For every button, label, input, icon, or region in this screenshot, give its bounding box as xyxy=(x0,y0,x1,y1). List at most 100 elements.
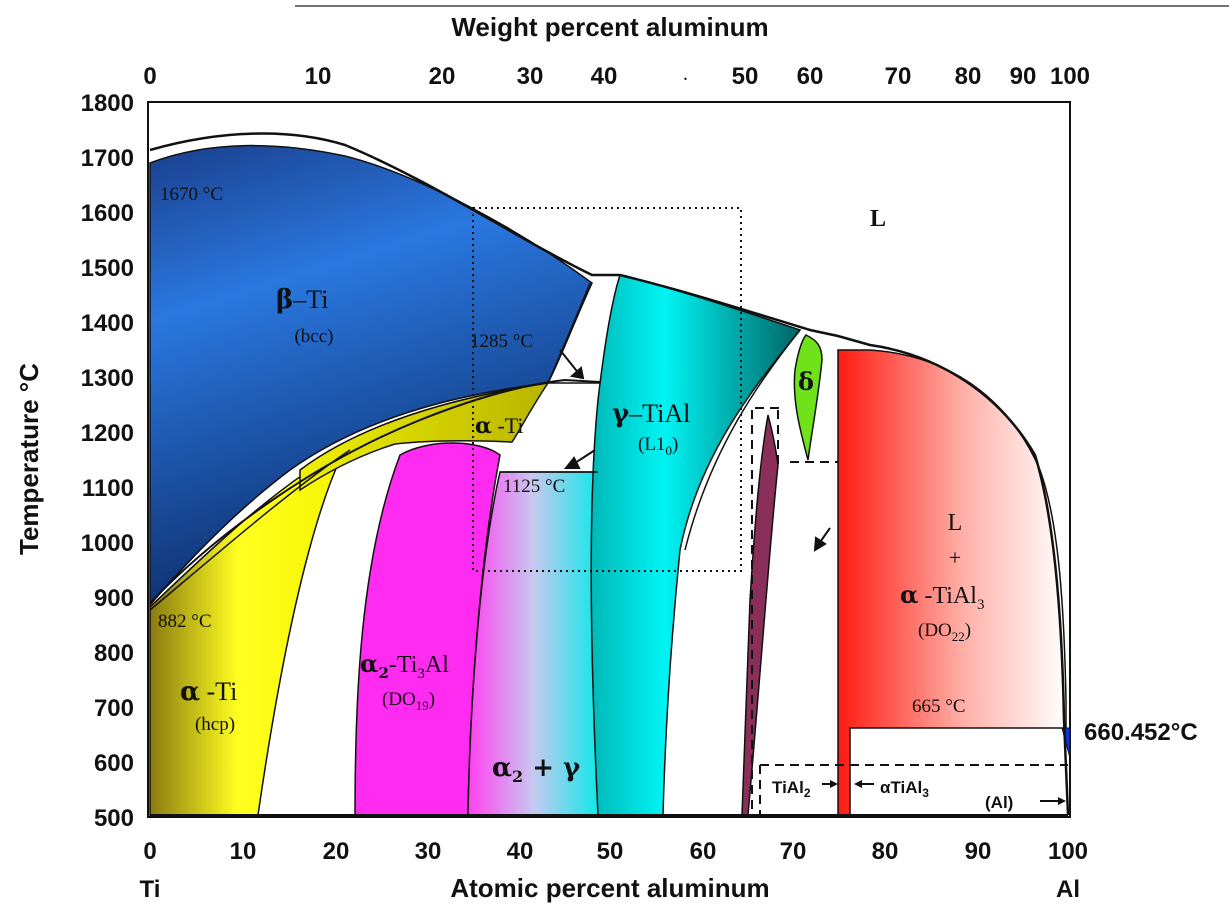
temp-882-label: 882 °C xyxy=(158,611,212,632)
al-arrow-head xyxy=(1058,797,1066,805)
temp-1125-label: 1125 °C xyxy=(503,476,565,497)
solvus-lower xyxy=(149,449,351,611)
bottom-tick: 100 xyxy=(1048,838,1088,865)
beta-name: –Ti xyxy=(292,285,328,314)
bottom-tick: 30 xyxy=(415,838,442,865)
left-tick: 500 xyxy=(94,805,134,832)
left-tick: 800 xyxy=(94,640,134,667)
tial2-text: TiAl xyxy=(772,778,804,797)
gamma-name: –TiAl xyxy=(628,399,690,428)
ti-label: Ti xyxy=(140,876,161,903)
liquidus-line xyxy=(149,132,1070,816)
bottom-tick: 90 xyxy=(965,838,992,865)
temp-1670-label: 1670 °C xyxy=(160,184,223,205)
beta-ti-region xyxy=(149,144,593,608)
top-tick: 90 xyxy=(1010,63,1037,90)
gamma-structure: (L10) xyxy=(638,434,678,458)
alpha2-subscript: 2 xyxy=(378,664,388,682)
al-label: Al xyxy=(1056,876,1080,903)
bottom-tick: 10 xyxy=(230,838,257,865)
bottom-tick: 20 xyxy=(323,838,350,865)
left-tick: 1600 xyxy=(81,200,134,227)
gamma-struct-sub: 0 xyxy=(665,443,672,458)
temp-660-label: 660.452°C xyxy=(1084,719,1198,746)
l-alpha-struct-end: ) xyxy=(965,620,971,641)
left-tick: 1000 xyxy=(81,530,134,557)
l-alpha-name: -TiAl xyxy=(918,583,977,609)
l-alpha-struct-sub: 22 xyxy=(952,629,965,644)
l-alpha-sub: 3 xyxy=(977,597,985,613)
left-tick: 1200 xyxy=(81,420,134,447)
tial2-label-bg xyxy=(768,775,820,797)
left-tick: 1500 xyxy=(81,255,134,282)
alpha2-gamma-region xyxy=(467,471,599,816)
al-phase-label: (Al) xyxy=(985,793,1013,812)
atial3-label: αTiAl3 xyxy=(880,778,929,800)
left-tick: 700 xyxy=(94,695,134,722)
atial3-sub: 3 xyxy=(922,786,929,800)
delta-label: δ xyxy=(798,367,814,396)
gamma-struct-a: (L1 xyxy=(638,434,665,455)
bottom-tick: 50 xyxy=(597,838,624,865)
l-alpha-structure: (DO22) xyxy=(918,620,971,644)
beta-ti-label: β–Ti xyxy=(276,285,328,315)
left-tick: 1100 xyxy=(82,475,134,502)
top-tick: 100 xyxy=(1050,63,1090,90)
gamma-tial-label: γ–TiAl xyxy=(612,399,690,429)
mix-plus-gamma: + γ xyxy=(523,753,581,783)
top-tick: 80 xyxy=(955,63,982,90)
bottom-axis-title: Atomic percent aluminum xyxy=(450,873,769,903)
alpha-name: -Ti xyxy=(492,413,524,438)
dashed-lines xyxy=(751,407,1068,815)
bottom-tick: 70 xyxy=(780,838,807,865)
top-tick: 10 xyxy=(305,63,332,90)
alpha2-struct-sub: 19 xyxy=(416,698,429,713)
left-axis-title: Temperature °C xyxy=(14,363,44,555)
l-alpha-struct-a: (DO xyxy=(918,620,952,641)
arrows xyxy=(559,349,831,552)
l-alpha-plus: + xyxy=(949,545,961,570)
alpha2-name: -Ti xyxy=(389,652,418,678)
top-tick: 70 xyxy=(885,63,912,90)
gamma-symbol: γ xyxy=(612,399,630,429)
left-tick: 1800 xyxy=(81,90,134,117)
top-axis-ticks: 0 10 20 30 40 50 60 70 80 90 100 xyxy=(143,63,1090,90)
alpha-symbol: α xyxy=(475,413,492,439)
tial2-region xyxy=(741,414,779,816)
liquid-label: L xyxy=(870,206,886,232)
top-tick: 0 xyxy=(143,63,156,90)
l-alpha-tial3-label: α -TiAl3 xyxy=(900,580,984,613)
solvus-upper xyxy=(149,378,601,604)
left-tick: 900 xyxy=(94,585,134,612)
beta-symbol: β xyxy=(276,285,293,315)
l-alpha-symbol: α xyxy=(900,580,918,609)
left-tick: 1700 xyxy=(81,145,134,172)
alpha2-struct-end: ) xyxy=(429,689,435,710)
alpha2-symbol: α xyxy=(360,649,378,678)
left-boundary-line xyxy=(547,282,591,384)
left-axis-ticks: 1800 1700 1600 1500 1400 1300 1200 1100 … xyxy=(81,90,134,832)
atial3-text: αTiAl xyxy=(880,778,922,797)
left-tick: 600 xyxy=(94,750,134,777)
bottom-tick: 0 xyxy=(143,838,156,865)
stray-dot: . xyxy=(683,63,688,85)
top-tick: 50 xyxy=(732,63,759,90)
alpha-name: -Ti xyxy=(200,677,237,706)
left-tick: 1400 xyxy=(81,310,134,337)
alpha2-sub3: 3 xyxy=(417,666,425,682)
tial2-arrow-head xyxy=(830,780,838,788)
left-tick: 1300 xyxy=(81,365,134,392)
alpha2-struct-a: (DO xyxy=(382,689,416,710)
dotted-region-box xyxy=(472,207,742,572)
alpha2-ti3al-label: α2-Ti3Al xyxy=(360,649,449,682)
tial2-sub: 2 xyxy=(804,786,811,800)
bottom-tick: 40 xyxy=(507,838,534,865)
top-tick: 20 xyxy=(429,63,456,90)
top-tick: 40 xyxy=(591,63,618,90)
gamma-struct-end: ) xyxy=(672,434,678,455)
mix-alpha: α xyxy=(492,753,512,783)
alpha2-al: Al xyxy=(425,652,449,678)
temp-665-label: 665 °C xyxy=(912,696,966,717)
top-tick: 60 xyxy=(797,63,824,90)
